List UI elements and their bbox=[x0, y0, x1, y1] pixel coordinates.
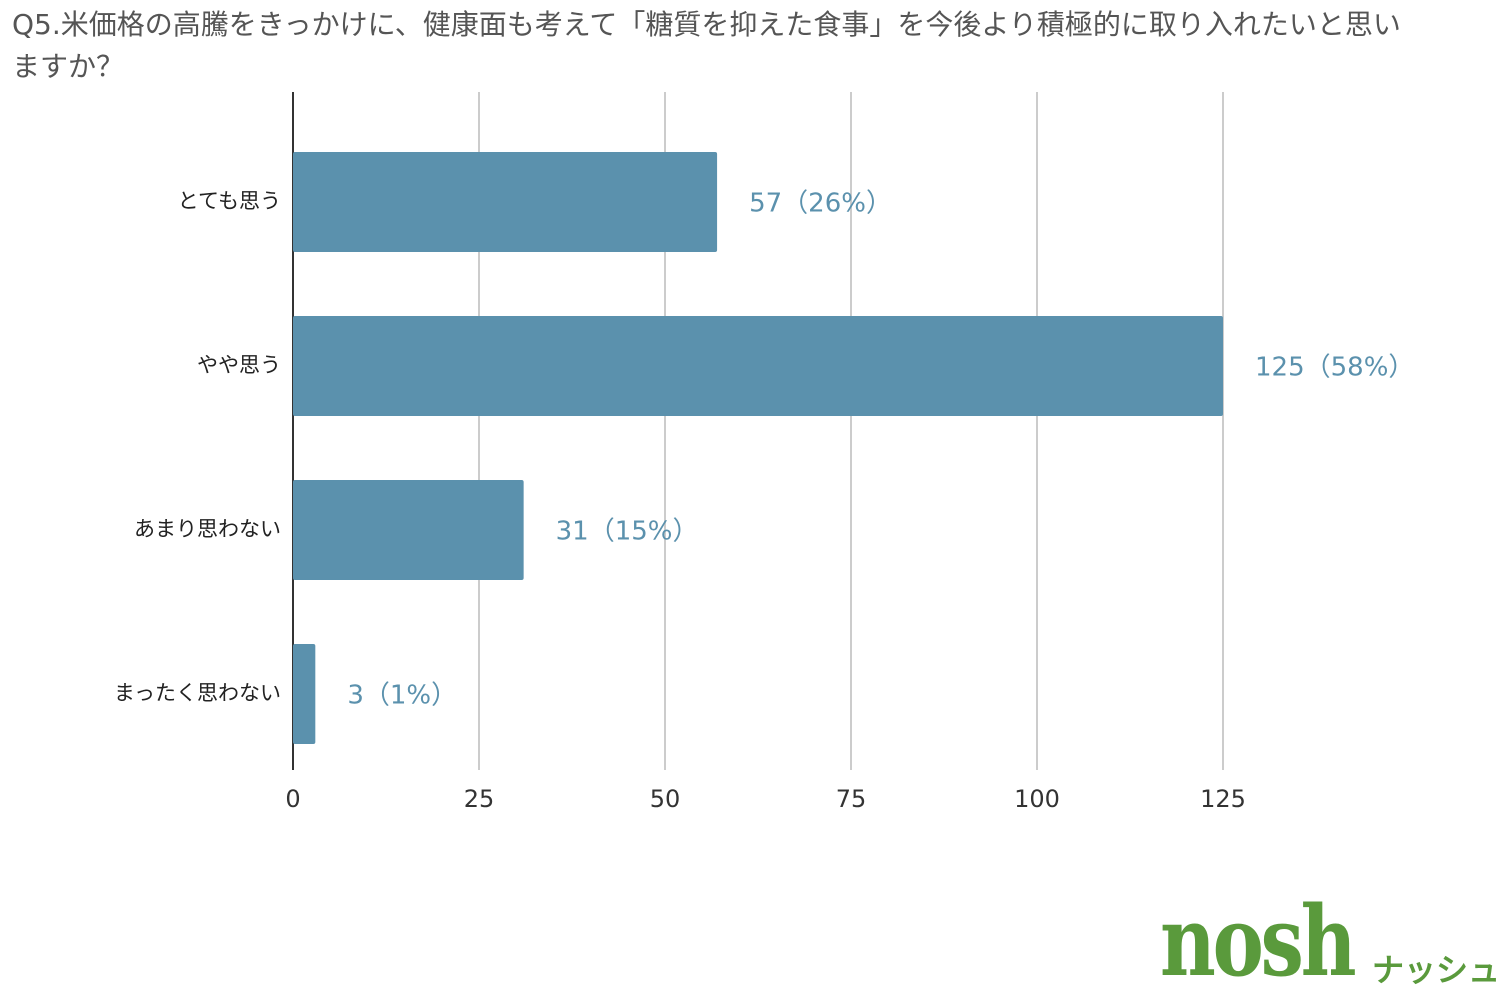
bar bbox=[293, 316, 1223, 416]
x-tick-label: 125 bbox=[1200, 785, 1246, 813]
y-tick-label: やや思う bbox=[197, 353, 281, 377]
x-tick-label: 100 bbox=[1014, 785, 1060, 813]
x-tick-label: 25 bbox=[464, 785, 495, 813]
logo-subtext: ナッシュ bbox=[1372, 951, 1501, 989]
value-label: 57（26%） bbox=[749, 189, 892, 219]
y-tick-label: あまり思わない bbox=[134, 517, 281, 541]
value-label: 125（58%） bbox=[1255, 353, 1414, 383]
y-tick-label: まったく思わない bbox=[114, 681, 281, 705]
bar bbox=[293, 480, 524, 580]
x-tick-label: 50 bbox=[650, 785, 681, 813]
bar bbox=[293, 644, 316, 744]
value-label: 3（1%） bbox=[347, 681, 457, 711]
logo-text: nosh bbox=[1160, 885, 1357, 998]
y-tick-label: とても思う bbox=[178, 189, 281, 213]
x-tick-label: 0 bbox=[285, 785, 300, 813]
bar bbox=[293, 152, 718, 252]
chart-title: Q5.米価格の高騰をきっかけに、健康面も考えて「糖質を抑えた食事」を今後より積極… bbox=[12, 8, 1401, 83]
logo: nosh ナッシュ bbox=[1160, 885, 1500, 998]
x-tick-label: 75 bbox=[836, 785, 867, 813]
value-label: 31（15%） bbox=[556, 517, 699, 547]
